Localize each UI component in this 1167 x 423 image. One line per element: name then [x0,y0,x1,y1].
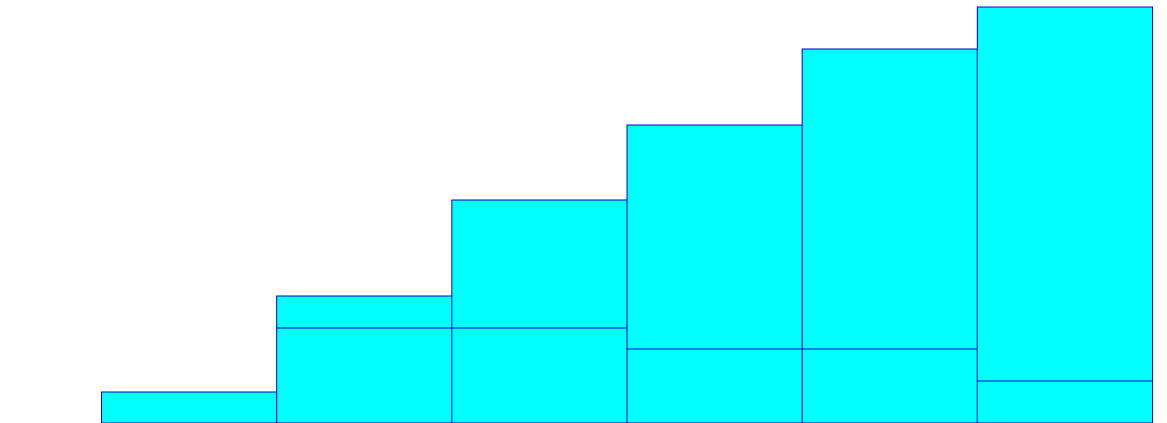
bar-segment-4-series-2 [626,124,803,350]
bar-segment-3-series-2 [451,199,628,329]
bar-segment-6-series-2 [976,6,1154,382]
bar-segment-2-series-1 [276,327,453,423]
bar-segment-5-series-2 [801,48,978,350]
bar-segment-5-series-1 [801,348,978,423]
bar-segment-4-series-1 [626,348,803,423]
bar-segment-2-series-2 [276,295,453,329]
bar-segment-6-series-1 [976,380,1154,423]
bar-segment-3-series-1 [451,327,628,423]
bar-segment-1-series-1 [101,391,278,423]
